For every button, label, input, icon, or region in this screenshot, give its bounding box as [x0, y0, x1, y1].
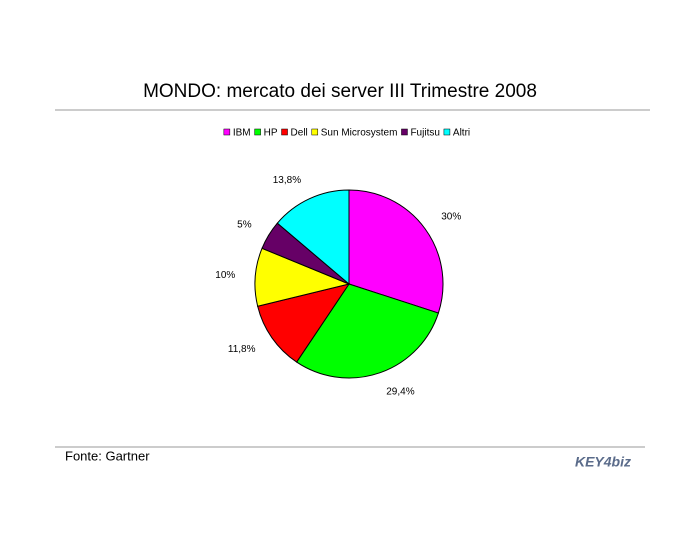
- legend-label: Dell: [291, 128, 308, 139]
- legend-swatch: [281, 128, 288, 136]
- data-label: 13,8%: [273, 175, 301, 186]
- data-label: 11,8%: [228, 344, 256, 355]
- legend-swatch: [443, 128, 451, 136]
- pie-slice: [257, 283, 351, 363]
- data-label: 5%: [237, 219, 252, 230]
- data-label: 10%: [215, 270, 235, 281]
- legend-swatch: [254, 128, 261, 136]
- data-label: 29,4%: [386, 386, 414, 397]
- chart-title: MONDO: mercato dei server III Trimestre …: [143, 81, 537, 102]
- source: Fonte: Gartner: [65, 448, 150, 463]
- pie-slice: [295, 283, 440, 379]
- legend-swatch: [401, 128, 408, 136]
- legend-label: Fujitsu: [410, 128, 439, 139]
- legend-label: HP: [264, 128, 278, 139]
- legend-label: Sun Microsystem: [321, 128, 398, 139]
- legend-label: IBM: [233, 128, 251, 139]
- logo: KEY4biz: [575, 454, 631, 470]
- legend-swatch: [223, 128, 231, 136]
- pie-slice: [348, 189, 444, 314]
- legend-swatch: [311, 128, 319, 136]
- data-label: 30%: [441, 212, 461, 223]
- pie-slice: [276, 189, 350, 286]
- legend-label: Altri: [453, 128, 470, 139]
